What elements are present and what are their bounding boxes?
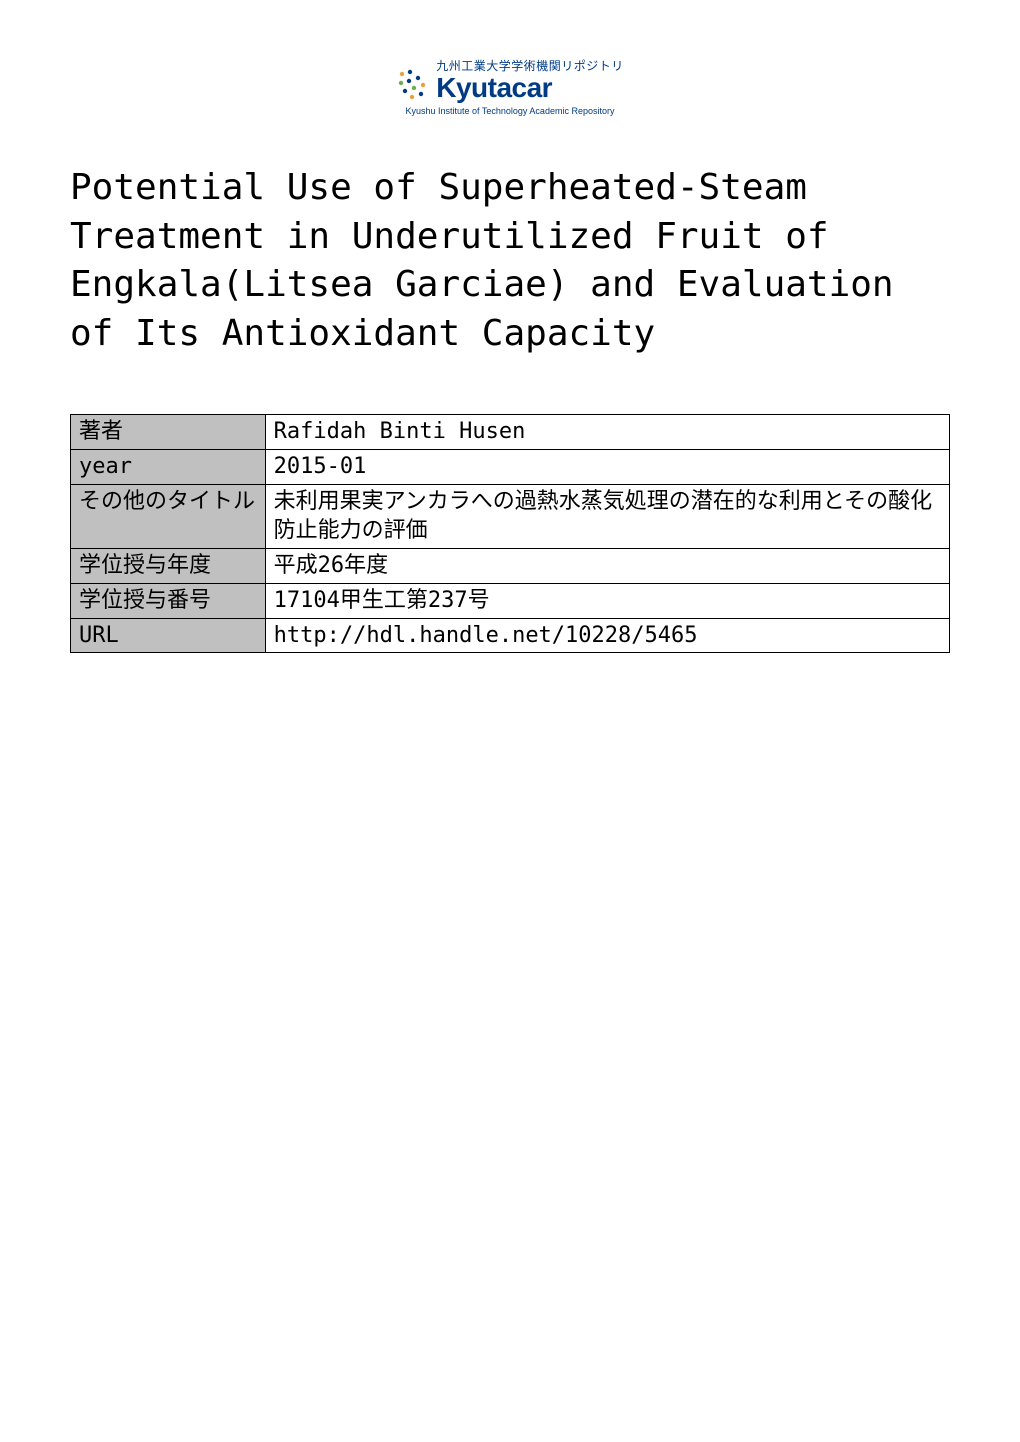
meta-key: 学位授与番号 [71, 583, 266, 618]
repository-logo-block: 九州工業大学学術機関リポジトリ Kyutacar Kyushu Institut… [70, 60, 950, 116]
table-row: 学位授与番号 17104甲生工第237号 [71, 583, 950, 618]
table-row: URL http://hdl.handle.net/10228/5465 [71, 618, 950, 653]
meta-value: 2015-01 [265, 450, 949, 485]
document-title: Potential Use of Superheated-Steam Treat… [70, 164, 950, 358]
meta-value: http://hdl.handle.net/10228/5465 [265, 618, 949, 653]
logo-text-column: 九州工業大学学術機関リポジトリ Kyutacar [436, 60, 624, 102]
table-row: その他のタイトル 未利用果実アンカラへの過熱水蒸気処理の潜在的な利用とその酸化防… [71, 484, 950, 548]
table-row: 学位授与年度 平成26年度 [71, 549, 950, 584]
meta-value: 17104甲生工第237号 [265, 583, 949, 618]
meta-key: その他のタイトル [71, 484, 266, 548]
meta-value: 未利用果実アンカラへの過熱水蒸気処理の潜在的な利用とその酸化防止能力の評価 [265, 484, 949, 548]
metadata-tbody: 著者 Rafidah Binti Husen year 2015-01 その他の… [71, 415, 950, 653]
meta-key: URL [71, 618, 266, 653]
page-root: 九州工業大学学術機関リポジトリ Kyutacar Kyushu Institut… [0, 0, 1020, 1442]
meta-value: Rafidah Binti Husen [265, 415, 949, 450]
meta-key: year [71, 450, 266, 485]
meta-key: 学位授与年度 [71, 549, 266, 584]
kyutacar-mark-icon [396, 68, 430, 102]
logo-tagline: Kyushu Institute of Technology Academic … [406, 106, 615, 116]
table-row: year 2015-01 [71, 450, 950, 485]
metadata-table: 著者 Rafidah Binti Husen year 2015-01 その他の… [70, 414, 950, 653]
meta-value: 平成26年度 [265, 549, 949, 584]
logo-row: 九州工業大学学術機関リポジトリ Kyutacar [396, 60, 624, 102]
logo-subtitle: 九州工業大学学術機関リポジトリ [436, 60, 624, 72]
meta-key: 著者 [71, 415, 266, 450]
logo-title: Kyutacar [436, 74, 624, 102]
table-row: 著者 Rafidah Binti Husen [71, 415, 950, 450]
